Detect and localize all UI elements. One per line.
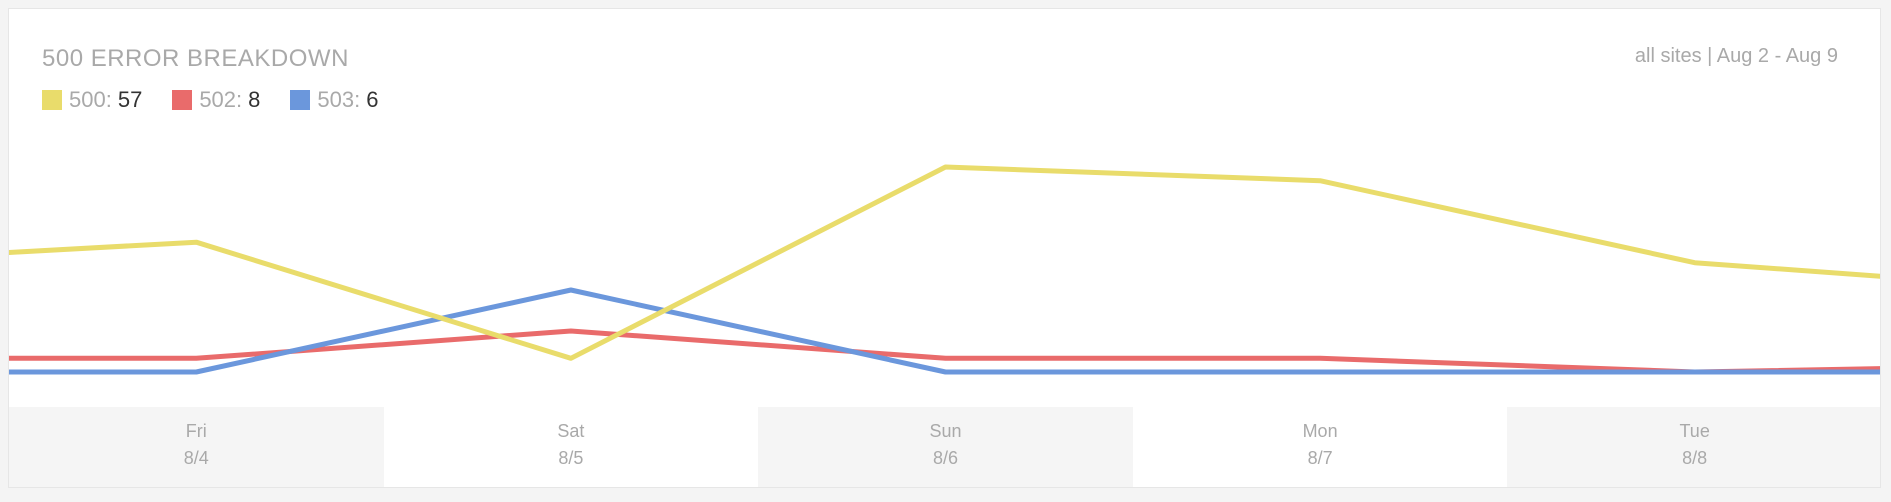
day-date: 8/4 xyxy=(183,448,209,468)
legend-code-502: 502: xyxy=(199,87,243,112)
day-label-sat: Sat 8/5 xyxy=(384,407,759,487)
day-weekday: Fri xyxy=(185,421,207,441)
date-range-label: all sites | Aug 2 - Aug 9 xyxy=(1634,45,1838,67)
chart-title: 500 ERROR BREAKDOWN xyxy=(42,45,349,72)
legend-item-503[interactable]: 503: 6 xyxy=(290,87,378,113)
legend-count-502: 8 xyxy=(248,87,261,112)
day-date: 8/8 xyxy=(1682,448,1708,468)
day-label-sun: Sun 8/6 xyxy=(758,407,1133,487)
legend-swatch-502 xyxy=(172,90,193,110)
day-weekday: Sun xyxy=(929,421,962,441)
legend-item-502[interactable]: 502: 8 xyxy=(172,87,260,113)
legend-swatch-503 xyxy=(290,90,311,110)
day-date: 8/7 xyxy=(1307,448,1333,468)
line-chart-plot xyxy=(9,164,1880,375)
series-line-500 xyxy=(9,164,1880,361)
day-date: 8/5 xyxy=(558,448,584,468)
legend-code-500: 500: xyxy=(69,87,112,112)
legend-swatch-500 xyxy=(42,90,62,110)
series-line-503 xyxy=(9,287,1880,375)
day-label-fri: Fri 8/4 xyxy=(9,407,384,487)
chart-card: 500 ERROR BREAKDOWN all sites | Aug 2 - … xyxy=(8,8,1881,488)
day-weekday: Sat xyxy=(557,421,585,441)
day-label-tue: Tue 8/8 xyxy=(1507,407,1880,487)
legend-code-503: 503: xyxy=(317,87,361,112)
legend-item-500[interactable]: 500: 57 xyxy=(42,87,142,113)
legend: 500: 57 502: 8 503: 6 xyxy=(42,87,378,113)
legend-count-503: 6 xyxy=(366,87,379,112)
legend-count-500: 57 xyxy=(117,87,143,112)
day-weekday: Tue xyxy=(1679,421,1710,441)
day-date: 8/6 xyxy=(932,448,958,468)
day-label-mon: Mon 8/7 xyxy=(1133,407,1508,487)
day-weekday: Mon xyxy=(1302,421,1338,441)
day-axis: Fri 8/4 Sat 8/5 Sun 8/6 Mon 8/7 Tue 8/8 xyxy=(9,407,1880,487)
